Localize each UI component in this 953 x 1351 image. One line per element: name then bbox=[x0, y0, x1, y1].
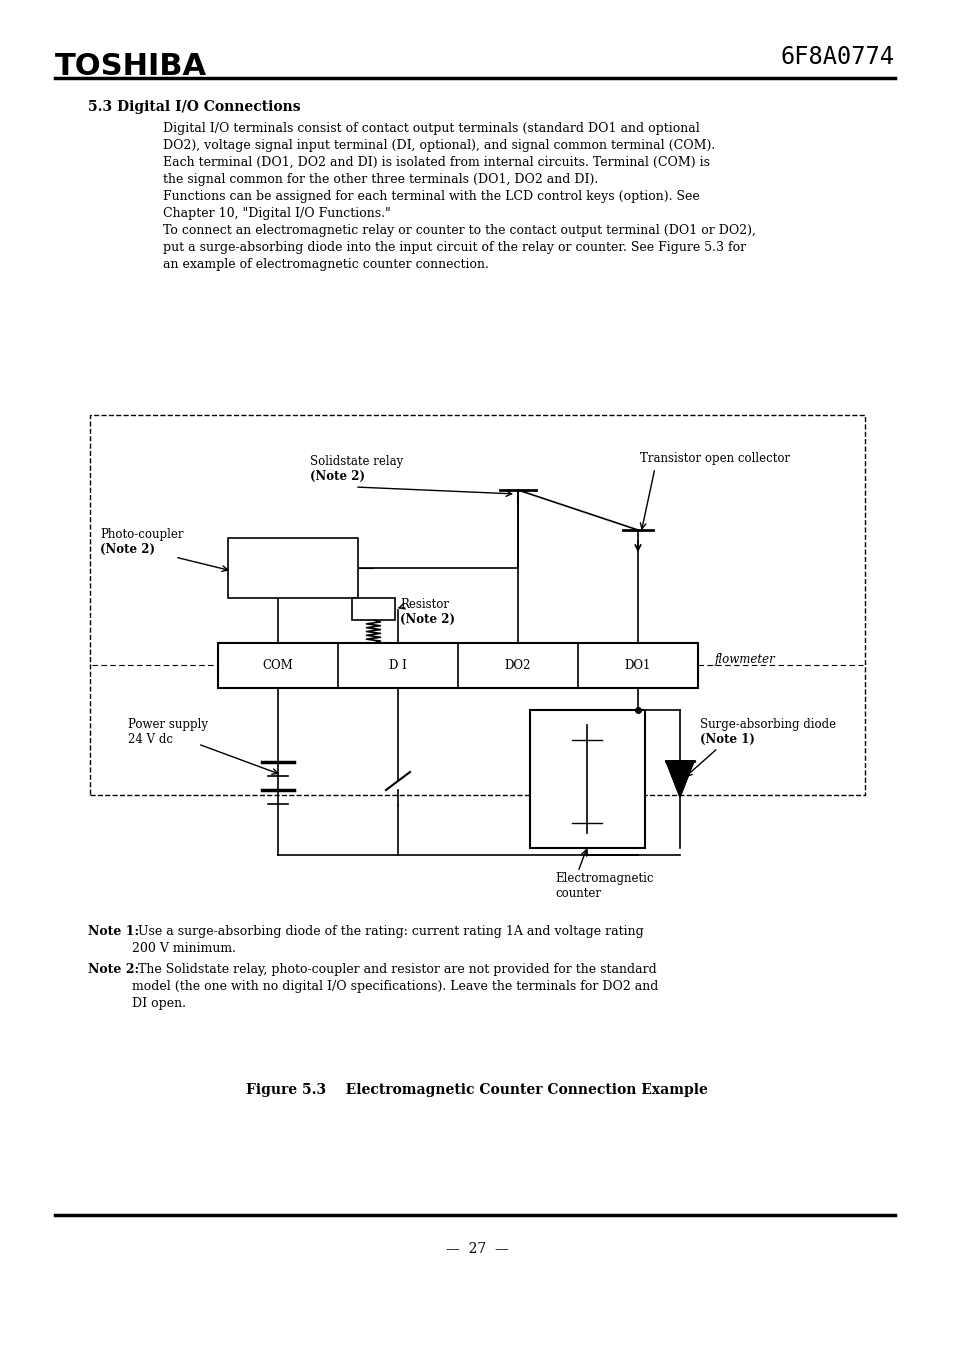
Text: Note 2:: Note 2: bbox=[88, 963, 139, 975]
Text: D I: D I bbox=[389, 659, 407, 671]
Bar bbox=[352, 598, 395, 620]
Text: To connect an electromagnetic relay or counter to the contact output terminal (D: To connect an electromagnetic relay or c… bbox=[163, 224, 755, 236]
Bar bbox=[228, 538, 357, 598]
Text: TOSHIBA: TOSHIBA bbox=[55, 51, 207, 81]
Text: Figure 5.3    Electromagnetic Counter Connection Example: Figure 5.3 Electromagnetic Counter Conne… bbox=[246, 1084, 707, 1097]
Polygon shape bbox=[665, 761, 693, 797]
Text: Note 1:: Note 1: bbox=[88, 925, 139, 938]
Text: Power supply: Power supply bbox=[128, 717, 208, 731]
Text: DO2: DO2 bbox=[504, 659, 531, 671]
Bar bbox=[218, 643, 698, 688]
Text: Photo-coupler: Photo-coupler bbox=[100, 528, 183, 540]
Text: DO1: DO1 bbox=[624, 659, 651, 671]
Text: flowmeter: flowmeter bbox=[714, 654, 775, 666]
Text: Electromagnetic: Electromagnetic bbox=[555, 871, 653, 885]
Text: 6F8A0774: 6F8A0774 bbox=[781, 45, 894, 69]
Text: —  27  —: — 27 — bbox=[445, 1242, 508, 1256]
Text: Transistor open collector: Transistor open collector bbox=[639, 453, 789, 465]
Text: 24 V dc: 24 V dc bbox=[128, 734, 172, 746]
Text: 5.3 Digital I/O Connections: 5.3 Digital I/O Connections bbox=[88, 100, 300, 113]
Text: model (the one with no digital I/O specifications). Leave the terminals for DO2 : model (the one with no digital I/O speci… bbox=[88, 979, 658, 993]
Text: Solidstate relay: Solidstate relay bbox=[310, 455, 403, 467]
Text: (Note 2): (Note 2) bbox=[399, 613, 455, 626]
Text: put a surge-absorbing diode into the input circuit of the relay or counter. See : put a surge-absorbing diode into the inp… bbox=[163, 240, 745, 254]
Text: Surge-absorbing diode: Surge-absorbing diode bbox=[700, 717, 835, 731]
Bar bbox=[90, 415, 864, 794]
Text: Resistor: Resistor bbox=[399, 598, 449, 611]
Text: an example of electromagnetic counter connection.: an example of electromagnetic counter co… bbox=[163, 258, 488, 272]
Text: (Note 2): (Note 2) bbox=[310, 470, 365, 484]
Bar bbox=[530, 711, 644, 848]
Text: DO2), voltage signal input terminal (DI, optional), and signal common terminal (: DO2), voltage signal input terminal (DI,… bbox=[163, 139, 715, 153]
Text: Chapter 10, "Digital I/O Functions.": Chapter 10, "Digital I/O Functions." bbox=[163, 207, 391, 220]
Text: 200 V minimum.: 200 V minimum. bbox=[88, 942, 235, 955]
Text: Functions can be assigned for each terminal with the LCD control keys (option). : Functions can be assigned for each termi… bbox=[163, 190, 699, 203]
Text: the signal common for the other three terminals (DO1, DO2 and DI).: the signal common for the other three te… bbox=[163, 173, 598, 186]
Text: (Note 1): (Note 1) bbox=[700, 734, 754, 746]
Text: counter: counter bbox=[555, 888, 600, 900]
Text: (Note 2): (Note 2) bbox=[100, 543, 154, 557]
Text: Use a surge-absorbing diode of the rating: current rating 1A and voltage rating: Use a surge-absorbing diode of the ratin… bbox=[133, 925, 643, 938]
Text: Digital I/O terminals consist of contact output terminals (standard DO1 and opti: Digital I/O terminals consist of contact… bbox=[163, 122, 699, 135]
Text: COM: COM bbox=[262, 659, 294, 671]
Text: Each terminal (DO1, DO2 and DI) is isolated from internal circuits. Terminal (CO: Each terminal (DO1, DO2 and DI) is isola… bbox=[163, 155, 709, 169]
Text: The Solidstate relay, photo-coupler and resistor are not provided for the standa: The Solidstate relay, photo-coupler and … bbox=[133, 963, 656, 975]
Text: DI open.: DI open. bbox=[88, 997, 186, 1011]
